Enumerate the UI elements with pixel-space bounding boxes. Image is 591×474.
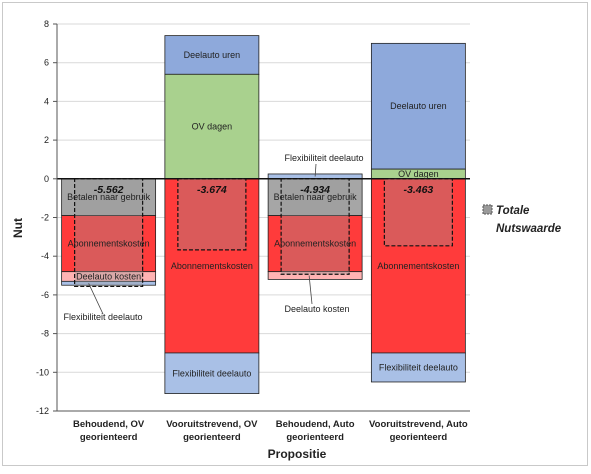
y-tick-label: -2 [41,213,49,223]
callout-leader [88,283,104,315]
callouts: Flexibiliteit deelauto Flexibiliteit deel… [63,153,363,322]
total-label: -4.934 [300,184,330,196]
callout-label: Flexibiliteit deelauto [63,312,142,322]
segment-label: OV dagen [398,169,439,179]
total-box [177,178,247,251]
total-boxes: -5.562 -3.674 -4.934 -3.463 [74,178,453,288]
bar-segment [267,215,363,273]
callout-leader [314,163,317,177]
bar-segment [61,178,157,216]
total-box [74,178,144,288]
x-category-label: Behoudend, Auto [276,419,355,430]
bar-segment [164,352,260,394]
segment-label: Deelauto uren [184,50,241,60]
segment-label: Abonnementskosten [377,261,459,271]
legend: Totale Nutswaarde [482,204,562,235]
segment-label: Abonnementskosten [274,239,356,249]
segment-label: Deelauto kosten [76,272,141,282]
segment-label: Abonnementskosten [171,261,253,271]
bar-segment [164,178,260,354]
y-tick-label: 2 [44,135,49,145]
bar-segment [370,42,466,170]
x-category-label: georienteerd [183,432,241,443]
total-label: -3.674 [197,184,227,196]
legend-label-line2: Nutswaarde [496,223,562,235]
total-box [280,178,350,275]
total-box [383,178,453,247]
segment-label: Betalen naar gebruik [67,192,151,202]
callout-leader [308,275,313,305]
segment-labels: Betalen naar gebruik Abonnementskosten Dee… [67,50,459,378]
y-tick-label: 4 [44,96,49,106]
y-tick-label: -8 [41,329,49,339]
y-axis-label: Nut [11,218,25,238]
x-category-label: georienteerd [286,432,344,443]
callout-label: Deelauto kosten [284,304,349,314]
legend-swatch [482,204,493,215]
x-category-label: Behoudend, OV [73,419,145,430]
bar-segment [164,35,260,75]
bar-segment [61,215,157,273]
bar-segment [370,178,466,354]
bar-segment [164,73,260,180]
x-axis-label: Propositie [268,447,327,461]
total-label: -5.562 [94,184,124,196]
y-tick-label: -4 [41,251,49,261]
bottom-cropped-text-strip [0,466,591,474]
segment-label: Betalen naar gebruik [274,192,358,202]
segment-label: Abonnementskosten [68,239,150,249]
x-category-label: georienteerd [80,432,138,443]
y-tick-label: 0 [44,174,49,184]
x-category-label: Vooruitstrevend, OV [166,419,258,430]
legend-label-line1: Totale [496,205,530,217]
segment-label: Flexibiliteit deelauto [379,362,458,372]
callout-label: Flexibiliteit deelauto [284,153,363,163]
segment-label: OV dagen [192,122,233,132]
segment-label: Deelauto uren [390,101,447,111]
axes: 8 6 4 2 0 -2 -4 -6 -8 -10 -12 Behoudend, OV georient… [36,19,470,443]
bar-segment [370,352,466,383]
bar-segment [61,280,157,286]
y-tick-label: -6 [41,290,49,300]
x-category-label: georienteerd [390,432,448,443]
y-tick-label: -12 [36,406,49,416]
bar-segment [267,271,363,280]
y-tick-label: -10 [36,367,49,377]
y-tick-label: 8 [44,19,49,29]
total-label: -3.463 [403,184,433,196]
x-category-label: Vooruitstrevend, Auto [369,419,468,430]
segment-label: Flexibiliteit deelauto [172,368,251,378]
y-tick-label: 6 [44,58,49,68]
